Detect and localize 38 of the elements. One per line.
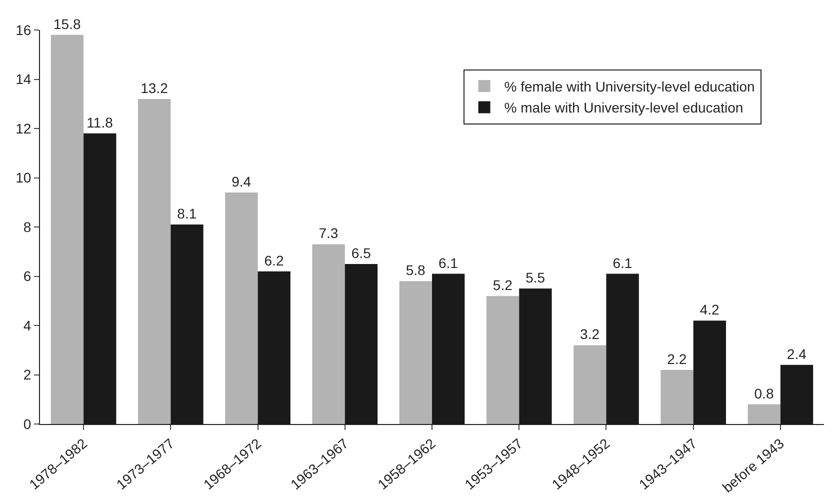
data-label: 5.5 xyxy=(526,270,546,286)
y-tick-label: 0 xyxy=(23,416,32,432)
legend-label: % female with University-level education xyxy=(504,78,755,94)
y-tick-label: 16 xyxy=(16,22,32,38)
bar xyxy=(225,192,258,424)
data-label: 5.2 xyxy=(492,276,513,293)
data-label: 5.8 xyxy=(406,262,426,278)
y-tick-label: 2 xyxy=(23,366,32,383)
data-label: 3.2 xyxy=(580,326,600,342)
bar xyxy=(748,404,780,424)
y-tick-label: 8 xyxy=(23,218,32,235)
bar xyxy=(399,281,432,424)
bar xyxy=(486,296,520,424)
y-tick-label: 10 xyxy=(16,170,32,186)
data-label: 6.5 xyxy=(351,244,372,261)
bar xyxy=(138,98,171,424)
data-label: 15.8 xyxy=(53,16,81,32)
y-tick-label: 6 xyxy=(23,268,32,284)
data-label: 0.8 xyxy=(754,385,774,402)
y-tick-label: 12 xyxy=(16,120,32,136)
data-label: 2.2 xyxy=(667,350,687,367)
data-label: 6.2 xyxy=(264,252,284,268)
legend-label: % male with University-level education xyxy=(504,100,744,116)
data-label: 4.2 xyxy=(700,302,720,318)
data-label: 11.8 xyxy=(86,114,114,130)
bar xyxy=(660,370,694,424)
data-label: 2.4 xyxy=(786,346,807,362)
data-label: 7.3 xyxy=(318,225,338,242)
data-label: 6.1 xyxy=(612,254,632,271)
data-label: 13.2 xyxy=(140,80,168,96)
data-label: 8.1 xyxy=(177,206,197,222)
bar xyxy=(50,34,84,424)
data-label: 6.1 xyxy=(438,254,458,271)
data-label: 9.4 xyxy=(232,174,252,190)
bar xyxy=(574,345,606,424)
bar xyxy=(312,244,345,424)
y-tick-label: 4 xyxy=(23,317,32,334)
y-tick-label: 14 xyxy=(16,71,32,88)
